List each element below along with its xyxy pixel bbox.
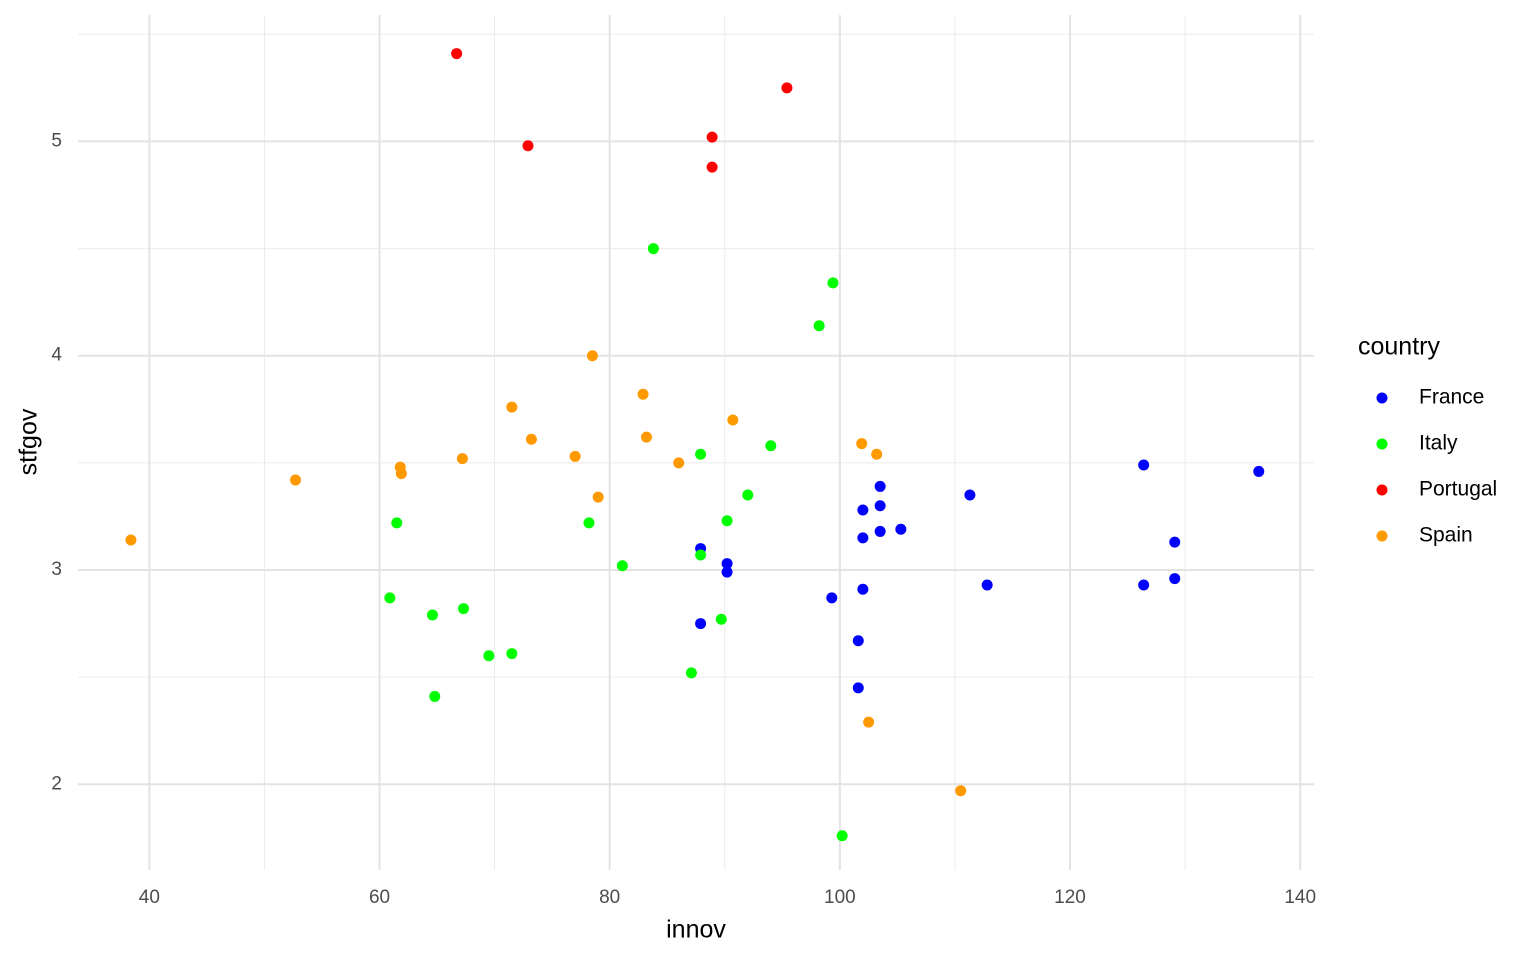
x-tick-label: 100 <box>824 887 856 908</box>
point <box>592 491 604 503</box>
x-tick-label: 140 <box>1284 887 1316 908</box>
point <box>695 618 707 630</box>
legend-marker <box>1376 484 1388 496</box>
point <box>429 690 441 702</box>
point <box>395 468 407 480</box>
point <box>874 480 886 492</box>
point <box>1253 465 1265 477</box>
point <box>525 433 537 445</box>
point <box>721 558 733 570</box>
point <box>826 592 838 604</box>
point <box>857 532 869 544</box>
point <box>125 534 137 546</box>
legend-label: France <box>1419 386 1484 409</box>
point <box>695 549 707 561</box>
point <box>458 603 470 615</box>
point <box>827 277 839 289</box>
x-tick-label: 60 <box>369 887 390 908</box>
point <box>1169 536 1181 548</box>
point <box>852 635 864 647</box>
point <box>583 517 595 529</box>
point <box>721 566 733 578</box>
point <box>456 453 468 465</box>
point <box>647 243 659 255</box>
legend-marker <box>1376 530 1388 542</box>
x-tick-label: 80 <box>599 887 620 908</box>
point <box>695 448 707 460</box>
point <box>685 667 697 679</box>
y-axis-title: stfgov <box>15 408 43 475</box>
point <box>863 716 875 728</box>
point <box>781 82 793 94</box>
point <box>813 320 825 332</box>
point <box>727 414 739 426</box>
point <box>721 515 733 527</box>
x-tick-label: 120 <box>1054 887 1086 908</box>
legend-marker <box>1376 438 1388 450</box>
point <box>384 592 396 604</box>
point <box>857 504 869 516</box>
point <box>874 525 886 537</box>
point <box>506 648 518 660</box>
point <box>874 500 886 512</box>
point <box>706 161 718 173</box>
point <box>637 388 649 400</box>
point <box>836 830 848 842</box>
point <box>1138 459 1150 471</box>
point <box>616 560 628 572</box>
legend-marker <box>1376 392 1388 404</box>
x-tick-label: 40 <box>139 887 160 908</box>
y-tick-label: 4 <box>51 345 62 366</box>
point <box>290 474 302 486</box>
point <box>871 448 883 460</box>
legend-label: Spain <box>1419 524 1473 547</box>
point <box>964 489 976 501</box>
point <box>981 579 993 591</box>
legend-label: Portugal <box>1419 478 1497 501</box>
point <box>451 48 463 60</box>
point <box>852 682 864 694</box>
point <box>586 350 598 362</box>
point <box>765 440 777 452</box>
point <box>742 489 754 501</box>
point <box>522 140 534 152</box>
point <box>857 583 869 595</box>
point <box>483 650 495 662</box>
point <box>641 431 653 443</box>
y-tick-label: 3 <box>51 559 62 580</box>
point <box>856 438 868 450</box>
y-tick-label: 5 <box>51 130 62 151</box>
x-axis-title: innov <box>666 916 726 944</box>
point <box>895 523 907 535</box>
point <box>673 457 685 469</box>
point <box>391 517 403 529</box>
point <box>1169 573 1181 585</box>
point <box>706 131 718 143</box>
y-tick-label: 2 <box>51 773 62 794</box>
legend-title: country <box>1358 333 1440 361</box>
point <box>506 401 518 413</box>
legend-label: Italy <box>1419 432 1458 455</box>
point <box>1138 579 1150 591</box>
point <box>426 609 438 621</box>
point <box>569 450 581 462</box>
point <box>715 613 727 625</box>
point <box>955 785 967 797</box>
